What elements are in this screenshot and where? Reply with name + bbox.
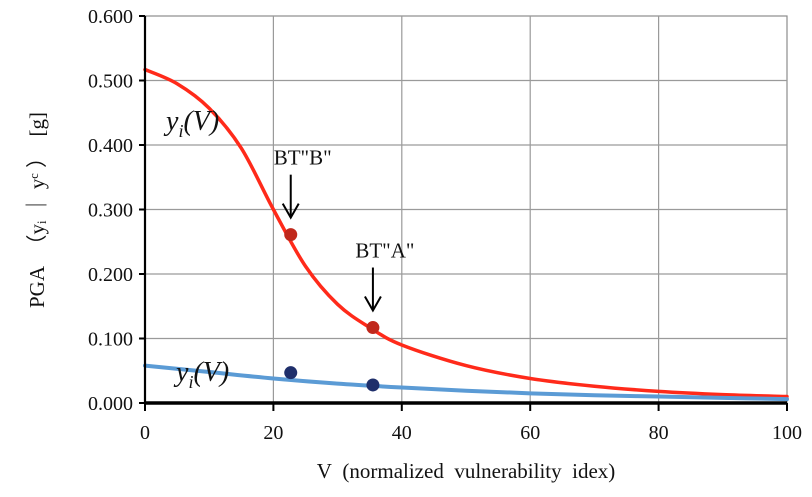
data-point-1 (366, 321, 380, 335)
x-tick-label: 100 (772, 422, 802, 444)
x-tick-label: 20 (263, 422, 283, 444)
data-point-3 (366, 378, 380, 392)
y-tick-label: 0.400 (88, 135, 133, 157)
series-line-0 (143, 67, 789, 399)
y-tick-label: 0.000 (88, 393, 133, 415)
x-tick-label: 60 (520, 422, 540, 444)
annotation-arrow-head (281, 203, 300, 220)
curve-label-main: y (163, 106, 179, 137)
curve-label-rest: (V) (183, 106, 219, 137)
data-point-0 (284, 228, 298, 242)
y-tick-label: 0.500 (88, 71, 133, 93)
annotation-label: BT"A" (355, 239, 414, 263)
annotations: BT"B" BT"A" (274, 146, 414, 313)
annotation-label: BT"B" (274, 146, 332, 170)
curve-label-rest: (V) (193, 357, 229, 388)
series-line-1 (143, 363, 789, 402)
curve-label-1: yi(V) (173, 357, 229, 392)
tick-labels: 0 20 40 60 80 100 0.000 0.100 0.200 0.300 0.400 0.5… (88, 6, 802, 444)
data-markers (284, 228, 380, 392)
curve-label-subscript: i (178, 121, 183, 141)
x-tick-label: 0 (140, 422, 150, 444)
curve-labels: yi(V)yi(V) (163, 106, 229, 392)
curve-series (143, 67, 789, 402)
annotation-arrow-head (364, 296, 382, 313)
data-point-2 (284, 366, 298, 380)
x-tick-label: 80 (649, 422, 669, 444)
y-tick-label: 0.100 (88, 329, 133, 351)
curve-label-0: yi(V) (163, 106, 219, 141)
x-tick-label: 40 (392, 422, 412, 444)
x-axis-title: V (normalized vulnerability idex) (317, 459, 616, 483)
y-tick-label: 0.600 (88, 6, 133, 28)
grid-lines (144, 15, 788, 404)
axes (139, 15, 788, 411)
curve-label-subscript: i (188, 372, 193, 392)
curve-label-main: y (173, 357, 189, 388)
y-tick-label: 0.200 (88, 264, 133, 286)
y-axis-title: PGA （yᵢ ｜ yᶜ ） [g] (25, 112, 49, 308)
y-tick-label: 0.300 (88, 200, 133, 222)
